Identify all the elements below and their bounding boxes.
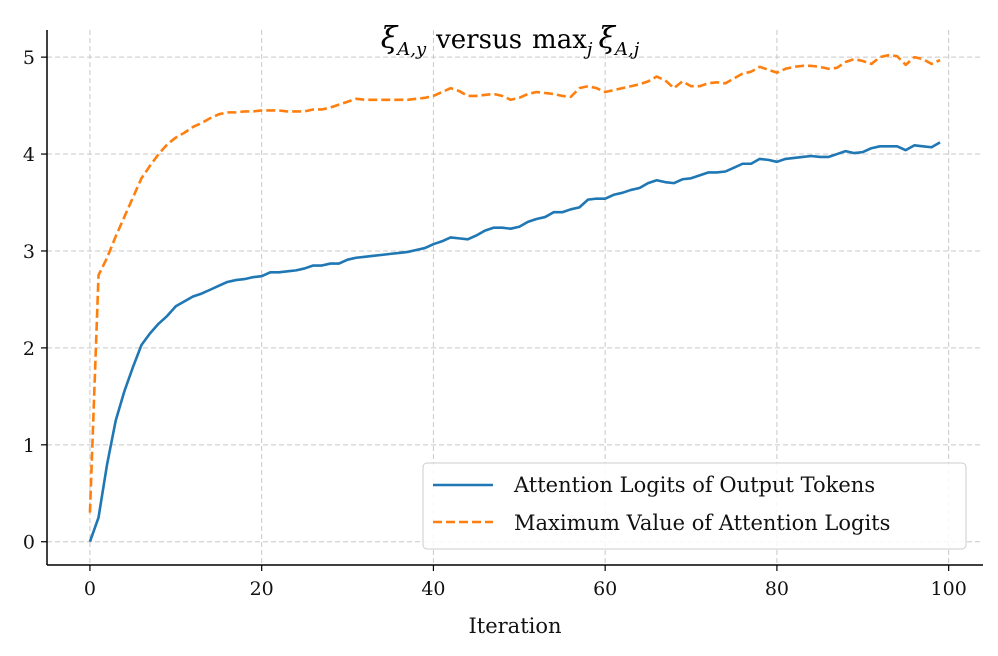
y-tick-label: 1 [23,435,35,457]
title-symbol2: ξ [598,21,616,56]
legend-label-2: Maximum Value of Attention Logits [514,511,890,535]
title-max-sub: j [583,39,593,60]
chart-title: ξA,y versus maxj ξA,j [381,21,640,60]
series-line-1 [88,141,941,543]
legend: Attention Logits of Output Tokens Maximu… [422,462,967,550]
title-max: max [532,25,587,55]
y-tick-label: 0 [23,532,35,554]
legend-label-1: Attention Logits of Output Tokens [513,473,875,497]
x-tick-label: 80 [765,578,789,600]
y-tick-label: 4 [23,144,35,166]
x-tick-label: 40 [421,578,445,600]
x-tick-label: 60 [593,578,617,600]
y-tick-label: 2 [23,338,35,360]
title-symbol-sub: A,y [395,39,427,60]
x-ticks: 0 20 40 60 80 100 [84,565,967,600]
x-tick-label: 20 [250,578,274,600]
y-tick-label: 5 [23,47,35,69]
series-layer [88,53,941,543]
title-word-versus: versus [435,25,522,55]
x-tick-label: 0 [84,578,96,600]
title-symbol: ξ [381,21,399,56]
series-line-2 [88,53,941,513]
x-tick-label: 100 [931,578,967,600]
x-axis-label: Iteration [468,614,561,638]
legend-box [422,462,967,550]
title-symbol2-sub: A,j [613,39,640,60]
y-tick-label: 3 [23,241,35,263]
y-ticks: 0 1 2 3 4 5 [23,47,47,554]
